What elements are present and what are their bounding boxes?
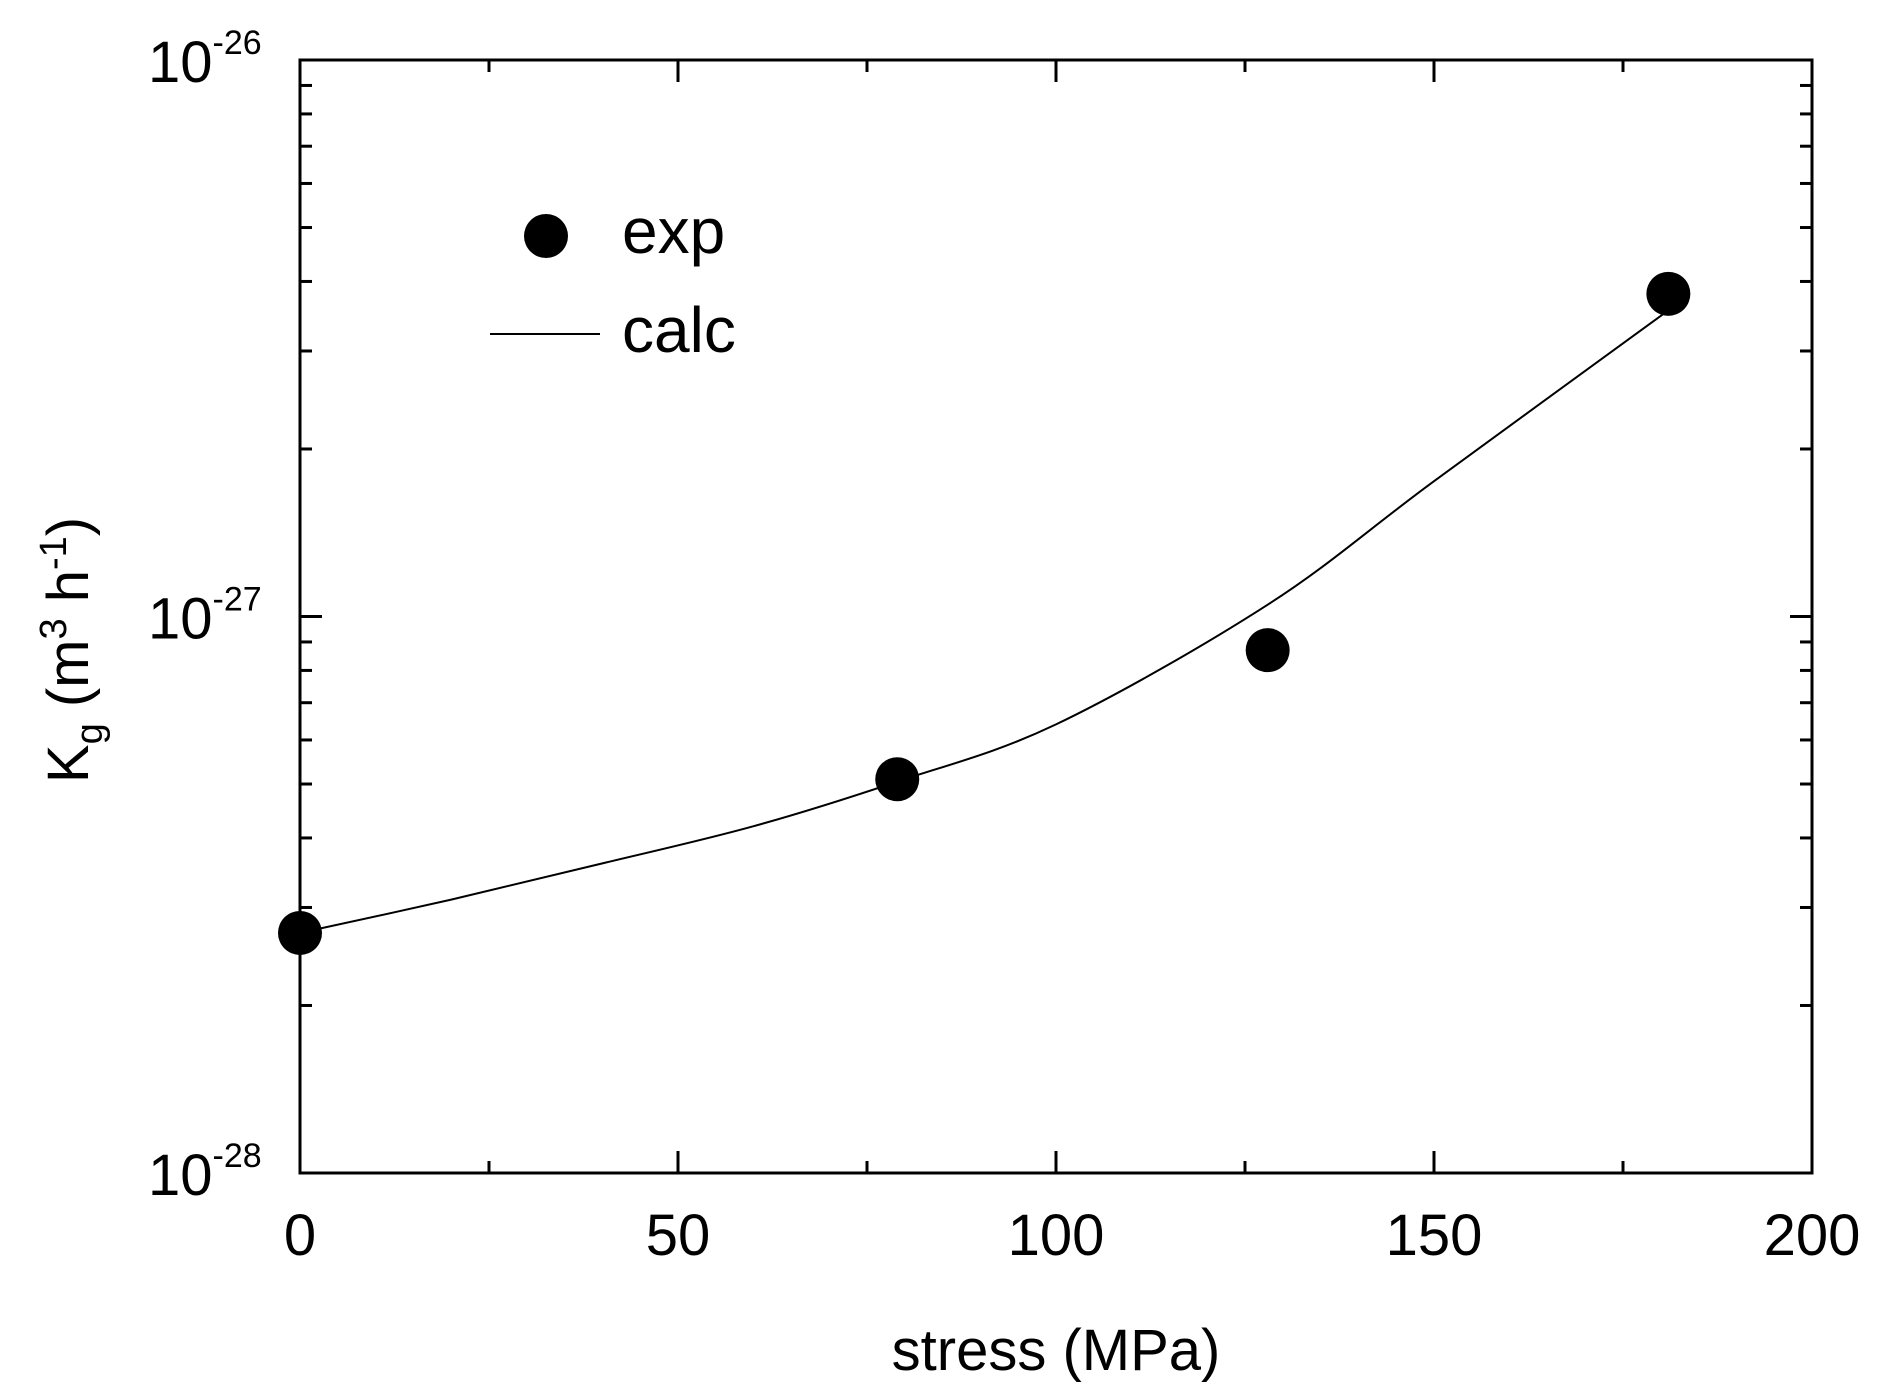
y-axis-title-unit-close: ) (36, 517, 101, 536)
ticks (298, 58, 1814, 1175)
exp-data-point (1646, 271, 1691, 316)
y-axis-title-sub: g (69, 723, 111, 744)
legend-label-exp: exp (622, 195, 725, 267)
exp-data-point (278, 910, 322, 955)
y-tick-label-exp: -26 (213, 24, 262, 62)
y-axis-title-exp2: -1 (33, 536, 75, 570)
y-tick-label-exp: -28 (213, 1137, 262, 1175)
y-tick-label: 10-26 (148, 24, 262, 95)
y-axis-title-exp1: 3 (33, 618, 75, 639)
y-tick-label-base: 10 (148, 587, 213, 652)
y-axis-title-unit-mid: h (36, 570, 101, 618)
y-tick-label: 10-27 (148, 581, 262, 652)
y-tick-label-exp: -27 (213, 581, 262, 619)
x-tick-label: 50 (646, 1203, 711, 1268)
legend-marker-exp (524, 214, 568, 258)
y-axis-title-unit-open: (m (36, 640, 101, 724)
x-tick-label: 150 (1386, 1203, 1483, 1268)
x-tick-label: 100 (1008, 1203, 1105, 1268)
x-tick-label: 200 (1764, 1203, 1861, 1268)
y-tick-label-base: 10 (148, 1143, 213, 1208)
y-tick-label: 10-28 (148, 1137, 262, 1208)
x-tick-label: 0 (284, 1203, 316, 1268)
y-axis-title-base: K (36, 744, 101, 783)
exp-series (278, 271, 1691, 955)
x-axis-title: stress (MPa) (892, 1318, 1221, 1383)
calc-series-line (299, 309, 1669, 934)
exp-data-point (1245, 628, 1290, 673)
legend-label-calc: calc (622, 294, 736, 366)
legend: exp calc (490, 195, 736, 366)
y-axis-title: Kg (m3 h-1) (33, 517, 111, 783)
exp-data-point (875, 757, 920, 802)
y-tick-label-base: 10 (148, 30, 213, 95)
